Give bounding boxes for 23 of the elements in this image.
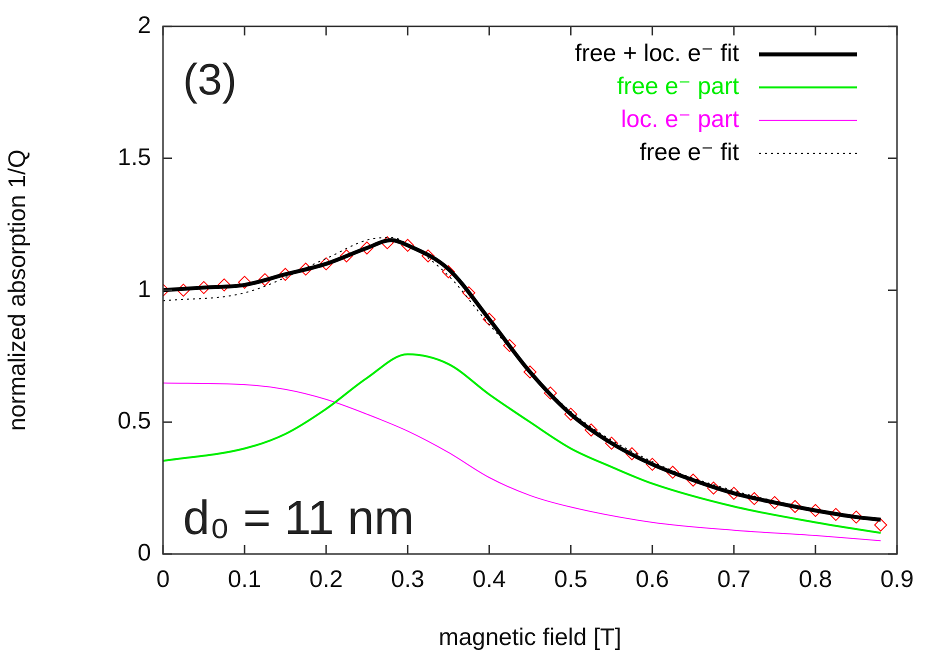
x-tick-label: 0.8	[798, 566, 832, 594]
legend-label: loc. e⁻ part	[620, 106, 740, 134]
x-tick-label: 0.7	[717, 566, 751, 594]
x-tick-label: 0.3	[390, 566, 424, 594]
annotation: d₀ = 11 nm	[183, 492, 414, 545]
y-tick-label: 1	[138, 276, 151, 303]
x-tick-label: 0.9	[880, 566, 914, 594]
x-axis-title: magnetic field [T]	[438, 624, 622, 652]
y-tick-label: 0	[138, 540, 151, 567]
legend-label: free + loc. e⁻ fit	[574, 40, 740, 68]
annotation: (3)	[183, 55, 237, 104]
x-tick-label: 0.6	[636, 566, 670, 594]
legend-label: free e⁻ fit	[640, 139, 740, 166]
y-tick-label: 0.5	[118, 408, 151, 435]
x-tick-label: 0	[156, 566, 170, 594]
y-tick-label: 2	[138, 12, 151, 40]
x-tick-label: 0.1	[228, 566, 262, 594]
x-tick-label: 0.4	[472, 566, 506, 594]
x-tick-label: 0.5	[554, 566, 588, 594]
legend-label: free e⁻ part	[616, 73, 740, 100]
y-tick-label: 1.5	[118, 144, 151, 171]
y-axis-title: normalized absorption 1/Q	[4, 149, 32, 431]
x-tick-label: 0.2	[309, 566, 343, 594]
